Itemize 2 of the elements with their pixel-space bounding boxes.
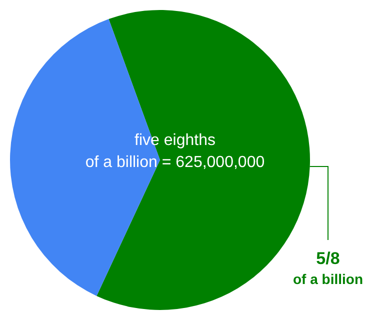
slice-label: 5/8 of a billion [293, 249, 363, 287]
pie-slice [10, 19, 160, 296]
